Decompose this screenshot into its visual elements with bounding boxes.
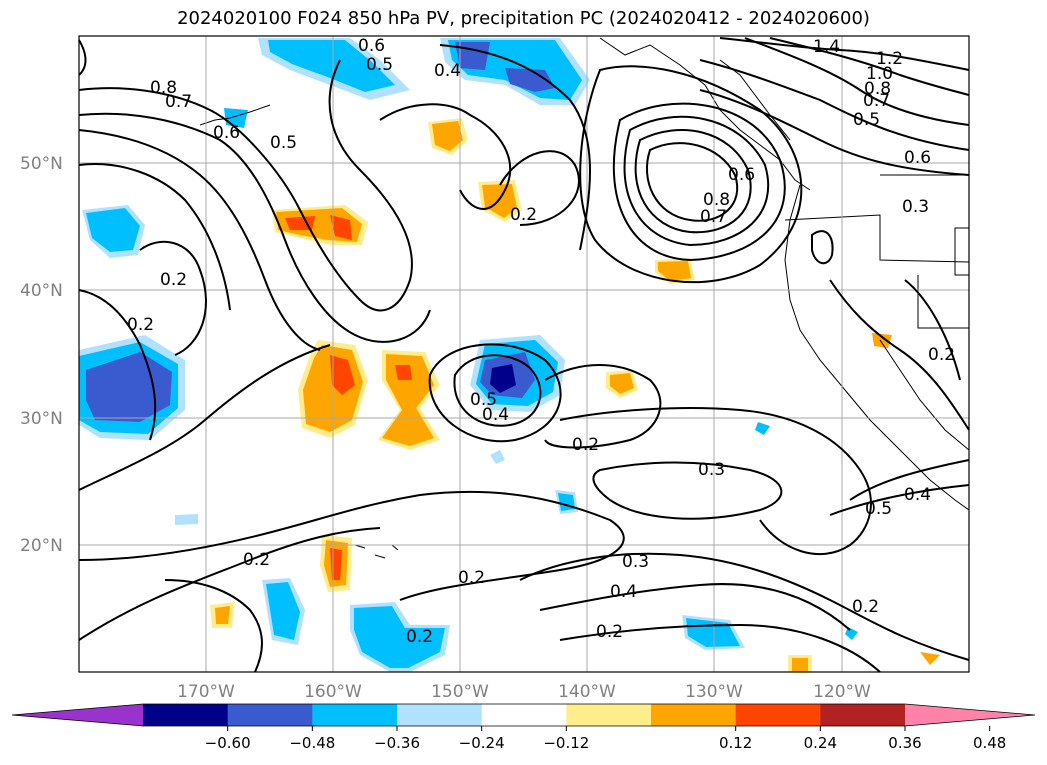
colorbar-segment xyxy=(143,704,229,726)
contour-label: 0.2 xyxy=(243,550,270,570)
lon-label-150w: 150°W xyxy=(431,682,489,702)
contour-label: 0.5 xyxy=(470,390,497,410)
contour-label: 0.2 xyxy=(127,315,154,335)
colorbar-segment xyxy=(481,704,567,726)
contour-label: 0.7 xyxy=(863,91,890,111)
colorbar-tick-label: −0.12 xyxy=(543,734,589,752)
colorbar-segment xyxy=(651,704,737,726)
contour-label: 0.2 xyxy=(160,270,187,290)
contour-label: 0.2 xyxy=(596,622,623,642)
contour-label: 0.4 xyxy=(434,61,461,81)
lat-label-20n: 20°N xyxy=(20,536,63,556)
contour-label: 0.2 xyxy=(406,627,433,647)
contour-label: 0.8 xyxy=(864,79,891,99)
colorbar-segment xyxy=(227,704,313,726)
lon-label-120w: 120°W xyxy=(813,682,871,702)
colorbar-tick-label: −0.60 xyxy=(205,734,251,752)
longitude-labels: 170°W 160°W 150°W 140°W 130°W 120°W xyxy=(177,682,871,702)
colorbar-segment xyxy=(397,704,483,726)
precip-shading xyxy=(79,38,940,672)
contour-label: 0.8 xyxy=(150,78,177,98)
contour-labels: 0.6 0.5 0.4 1.4 1.2 1.0 0.8 0.7 0.8 0.7 … xyxy=(127,36,955,647)
lon-label-130w: 130°W xyxy=(685,682,743,702)
contour-label: 0.3 xyxy=(622,552,649,572)
contour-label: 1.4 xyxy=(813,37,840,57)
map-frame xyxy=(78,35,970,673)
colorbar-tick-label: −0.36 xyxy=(374,734,420,752)
contour-label: 0.3 xyxy=(902,197,929,217)
contour-label: 0.4 xyxy=(482,405,509,425)
contour-label: 0.6 xyxy=(213,123,240,143)
colorbar-extend-high xyxy=(905,704,1035,726)
colorbar-segment xyxy=(735,704,821,726)
colorbar-segment xyxy=(566,704,652,726)
latitude-labels: 50°N 40°N 30°N 20°N xyxy=(20,154,63,556)
lon-label-160w: 160°W xyxy=(304,682,362,702)
colorbar-tick-label: 0.12 xyxy=(719,734,752,752)
lat-label-50n: 50°N xyxy=(20,154,63,174)
contour-label: 0.5 xyxy=(366,55,393,75)
colorbar-tick-label: −0.48 xyxy=(289,734,335,752)
contour-label: 0.8 xyxy=(703,190,730,210)
contour-label: 0.2 xyxy=(928,345,955,365)
colorbar-segment xyxy=(312,704,398,726)
pv-contours xyxy=(78,37,970,673)
contour-label: 0.5 xyxy=(853,110,880,130)
contour-label: 0.4 xyxy=(610,582,637,602)
colorbar: −0.60 −0.48 −0.36 −0.24 −0.12 0.12 0.24 0.36 0.4… xyxy=(11,703,1036,752)
contour-label: 0.4 xyxy=(904,485,931,505)
contour-label: 0.5 xyxy=(865,499,892,519)
map-title: 2024020100 F024 850 hPa PV, precipitatio… xyxy=(177,8,870,29)
contour-label: 0.3 xyxy=(698,460,725,480)
contour-label: 0.2 xyxy=(852,597,879,617)
contour-label: 0.7 xyxy=(700,207,727,227)
contour-label: 0.5 xyxy=(270,133,297,153)
lat-label-30n: 30°N xyxy=(20,409,63,429)
colorbar-outline xyxy=(11,703,1036,727)
colorbar-tick-label: 0.24 xyxy=(804,734,837,752)
colorbar-tick-label: 0.36 xyxy=(888,734,921,752)
colorbar-extend-low xyxy=(12,704,143,726)
contour-label: 0.6 xyxy=(904,148,931,168)
contour-label: 0.6 xyxy=(728,165,755,185)
lon-label-170w: 170°W xyxy=(177,682,235,702)
colorbar-tick-label: 0.48 xyxy=(973,734,1006,752)
colorbar-tick-label: −0.24 xyxy=(459,734,505,752)
contour-label: 0.2 xyxy=(572,435,599,455)
graticule xyxy=(79,36,969,672)
colorbar-segment xyxy=(820,704,906,726)
lon-label-140w: 140°W xyxy=(558,682,616,702)
contour-label: 0.6 xyxy=(358,36,385,56)
contour-label: 0.7 xyxy=(165,92,192,112)
contour-label: 1.2 xyxy=(876,49,903,69)
lat-label-40n: 40°N xyxy=(20,281,63,301)
contour-label: 1.0 xyxy=(866,64,893,84)
contour-label: 0.2 xyxy=(510,205,537,225)
contour-label: 0.2 xyxy=(458,568,485,588)
